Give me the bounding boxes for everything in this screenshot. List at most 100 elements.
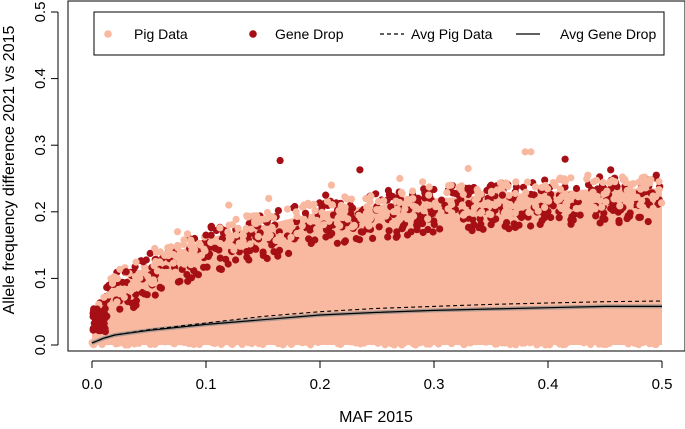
gene-drop-point — [187, 274, 196, 282]
pig-data-point — [287, 340, 295, 348]
pig-data-point — [484, 199, 492, 207]
gene-drop-point — [384, 233, 392, 241]
pig-data-point — [334, 214, 342, 222]
pig-data-point — [523, 178, 532, 186]
gene-drop-point — [393, 228, 401, 236]
pig-data-point — [460, 211, 468, 219]
gene-drop-point — [207, 231, 215, 239]
pig-data-point — [161, 338, 169, 346]
pig-data-point — [279, 236, 287, 244]
pig-data-point — [389, 219, 397, 227]
gene-drop-point — [140, 290, 148, 298]
pig-data-point — [551, 181, 559, 190]
pig-data-point — [304, 199, 312, 207]
x-tick-label: 0.0 — [82, 376, 103, 393]
gene-drop-outlier — [276, 156, 284, 165]
pig-data-point — [518, 338, 526, 346]
gene-drop-point — [536, 220, 544, 228]
pig-data-point — [487, 187, 496, 195]
pig-data-point — [239, 231, 247, 239]
pig-data-point — [388, 338, 396, 346]
pig-data-point — [176, 253, 184, 261]
pig-data-point — [323, 197, 331, 205]
gene-drop-point — [146, 249, 154, 257]
plot-frame — [67, 0, 685, 352]
pig-data-point — [409, 340, 417, 348]
pig-data-outlier — [527, 148, 535, 156]
pig-data-point — [452, 336, 460, 344]
pig-data-point — [174, 244, 182, 252]
pig-data-point — [131, 338, 139, 347]
gene-drop-point — [89, 324, 97, 333]
gene-drop-point — [101, 305, 109, 313]
pig-data-point — [445, 182, 453, 190]
pig-data-point — [534, 207, 542, 215]
gene-drop-point — [492, 215, 500, 223]
pig-data-point — [591, 205, 599, 213]
pig-data-point — [460, 341, 468, 349]
pig-data-point — [624, 340, 632, 348]
pig-data-point — [235, 336, 243, 344]
avg-pig-data-line — [91, 300, 663, 344]
pig-data-point — [546, 341, 554, 349]
gene-drop-outlier — [607, 166, 615, 174]
pig-data-point — [306, 217, 314, 226]
pig-data-point — [580, 339, 588, 347]
pig-data-point — [230, 246, 238, 254]
gene-drop-point — [592, 212, 600, 220]
pig-data-point — [605, 339, 613, 347]
pig-data-outlier — [521, 148, 529, 156]
pig-data-point — [471, 196, 479, 204]
pig-data-point — [412, 203, 420, 211]
pig-data-point — [325, 217, 333, 225]
pig-data-point — [599, 340, 608, 348]
pig-data-point — [247, 225, 255, 233]
pig-data-point — [300, 215, 308, 223]
gene-drop-point — [200, 263, 208, 271]
pig-data-point — [228, 340, 236, 348]
y-tick-label: 0.1 — [32, 268, 49, 289]
pig-data-point — [110, 273, 118, 281]
gene-drop-point — [132, 297, 140, 305]
pig-data-point — [108, 279, 117, 287]
pig-data-point — [234, 224, 242, 232]
gene-drop-point — [224, 260, 232, 268]
pig-data-point — [124, 341, 132, 349]
gene-drop-point — [530, 191, 538, 199]
gene-drop-point — [375, 223, 383, 231]
pig-data-point — [298, 222, 306, 230]
gene-drop-point — [385, 227, 393, 235]
pig-data-point — [570, 336, 579, 344]
pig-data-point — [553, 196, 562, 205]
pig-data-point — [268, 223, 276, 232]
gene-drop-point — [235, 248, 243, 256]
pig-data-point — [453, 213, 461, 221]
gene-drop-point — [216, 254, 224, 262]
gene-drop-point — [465, 184, 473, 192]
gene-drop-point — [274, 252, 282, 260]
x-tick-label: 0.3 — [424, 376, 445, 393]
pig-data-point — [580, 194, 588, 202]
gene-drop-point — [452, 189, 460, 198]
pig-data-point — [279, 341, 287, 349]
gene-drop-point — [101, 324, 109, 333]
pig-data-point — [341, 203, 349, 211]
pig-data-point — [608, 176, 616, 185]
gene-drop-point — [419, 228, 427, 237]
pig-data-point — [148, 279, 156, 288]
legend-label: Gene Drop — [275, 26, 344, 42]
pig-data-point — [655, 177, 663, 186]
pig-data-point — [420, 207, 428, 215]
pig-data-point — [646, 179, 654, 187]
pig-data-outlier — [327, 181, 335, 189]
pig-data-point — [131, 273, 139, 281]
pig-data-point — [502, 199, 510, 207]
pig-data-point — [409, 187, 417, 195]
average-lines — [91, 300, 663, 345]
x-tick-label: 0.4 — [538, 376, 559, 393]
pig-data-point — [602, 189, 610, 197]
pig-data-point — [164, 252, 172, 260]
gene-drop-point — [156, 283, 164, 291]
pig-data-point — [105, 291, 113, 299]
gene-drop-point — [547, 213, 555, 222]
